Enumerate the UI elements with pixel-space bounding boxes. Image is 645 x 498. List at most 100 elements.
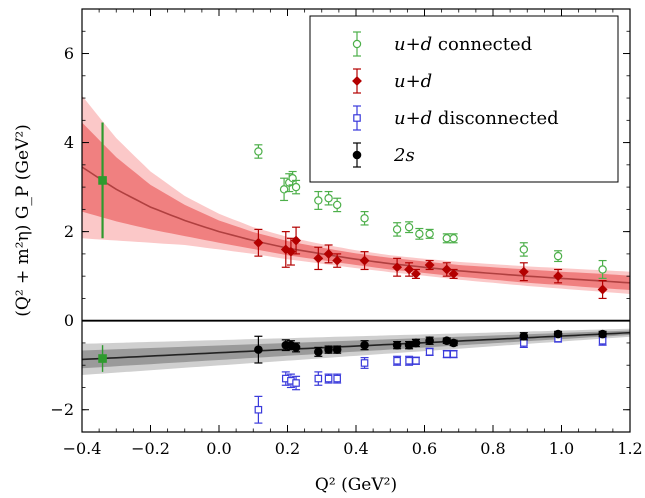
data-point xyxy=(392,225,402,234)
y-tick-label: −2 xyxy=(50,400,74,419)
data-point xyxy=(404,222,414,232)
y-axis-label: (Q² + m²η) G_P (GeV²) xyxy=(13,124,33,317)
data-point xyxy=(425,348,434,356)
data-point xyxy=(333,374,341,383)
x-tick-label: −0.2 xyxy=(131,439,170,458)
data-point xyxy=(442,350,451,358)
legend-marker xyxy=(353,114,361,122)
data-point xyxy=(98,354,107,363)
data-point xyxy=(314,196,323,205)
data-point xyxy=(449,234,458,243)
data-point xyxy=(519,245,529,254)
data-point xyxy=(553,271,563,282)
fit-line-1 xyxy=(82,331,630,361)
x-axis-label: Q² (GeV²) xyxy=(315,475,397,495)
data-point xyxy=(393,356,401,365)
data-point xyxy=(314,374,323,383)
extrapolated-point-1 xyxy=(98,345,107,372)
series-3 xyxy=(254,329,607,364)
series-0 xyxy=(254,144,607,279)
data-point xyxy=(449,350,458,358)
fit-band-outer-0 xyxy=(82,95,630,294)
data-point xyxy=(415,229,424,239)
legend-label: u+d disconnected xyxy=(394,108,559,129)
x-tick-label: 0.0 xyxy=(206,439,231,458)
data-point xyxy=(598,336,607,345)
data-point xyxy=(291,343,301,352)
data-point xyxy=(425,229,434,239)
legend-marker xyxy=(352,76,362,86)
data-point xyxy=(425,336,434,346)
x-tick-label: 1.0 xyxy=(549,439,574,458)
data-point xyxy=(254,405,263,414)
data-point xyxy=(254,345,263,354)
x-tick-label: 0.2 xyxy=(275,439,300,458)
data-point xyxy=(405,356,413,365)
data-point xyxy=(359,255,370,266)
fit-band-inner-0 xyxy=(82,122,630,290)
axes: −0.4 −0.2 0.0 0.2 0.4 0.6 0.8 1.0 1.2 −2 0 2 4 6 xyxy=(50,8,643,458)
x-tick-label: 1.2 xyxy=(617,439,642,458)
x-tick-label: 0.6 xyxy=(412,439,437,458)
data-point xyxy=(448,269,459,279)
legend-item-0: u+d connected xyxy=(352,31,532,57)
data-point xyxy=(553,329,563,339)
legend-label: u+d connected xyxy=(394,34,532,55)
data-point xyxy=(598,265,607,274)
data-point xyxy=(360,359,369,367)
y-tick-label: 6 xyxy=(64,44,74,63)
data-point xyxy=(291,182,301,192)
data-marks xyxy=(98,122,608,424)
data-point xyxy=(392,262,403,273)
legend-box xyxy=(309,15,619,183)
series-2 xyxy=(254,334,607,424)
data-point xyxy=(412,356,420,365)
extrapolated-point-0 xyxy=(98,122,107,239)
legend-item-3: 2s xyxy=(352,142,415,168)
legend-marker xyxy=(352,150,362,160)
data-point xyxy=(519,331,529,341)
data-point xyxy=(332,200,342,210)
legend-label: u+d xyxy=(394,71,432,92)
data-point xyxy=(360,340,369,350)
data-point xyxy=(598,329,607,339)
data-point xyxy=(324,345,333,354)
series-1 xyxy=(253,226,608,300)
x-tick-label: −0.4 xyxy=(63,439,102,458)
data-point xyxy=(597,284,608,295)
legend-marker xyxy=(352,39,362,49)
y-tick-label: 4 xyxy=(64,133,74,152)
y-tick-label: 0 xyxy=(64,311,74,330)
data-point xyxy=(442,234,451,243)
fit-line-0 xyxy=(82,166,630,284)
data-point xyxy=(324,194,333,203)
data-point xyxy=(392,340,402,350)
legend-item-1: u+d xyxy=(352,68,432,94)
data-point xyxy=(253,237,264,248)
data-point xyxy=(411,269,421,279)
data-point xyxy=(324,374,333,383)
data-point xyxy=(411,338,421,348)
legend-item-2: u+d disconnected xyxy=(353,105,559,131)
data-point xyxy=(280,244,291,255)
fit-bands xyxy=(82,95,630,375)
data-point xyxy=(314,347,323,357)
data-point xyxy=(332,255,343,266)
y-tick-label: 2 xyxy=(64,222,74,241)
data-point xyxy=(520,339,528,347)
data-point xyxy=(553,251,563,261)
data-point xyxy=(323,248,334,259)
data-point xyxy=(518,266,529,277)
data-point xyxy=(360,214,369,223)
data-point xyxy=(449,338,458,348)
data-point xyxy=(424,260,435,270)
data-point xyxy=(313,253,324,264)
legend: u+d connected u+d u+d disconnected 2s xyxy=(309,15,619,183)
data-point xyxy=(291,235,301,246)
x-tick-label: 0.4 xyxy=(343,439,368,458)
data-point xyxy=(292,379,300,387)
data-point xyxy=(98,176,107,185)
data-point xyxy=(332,345,342,354)
data-point xyxy=(404,264,415,275)
